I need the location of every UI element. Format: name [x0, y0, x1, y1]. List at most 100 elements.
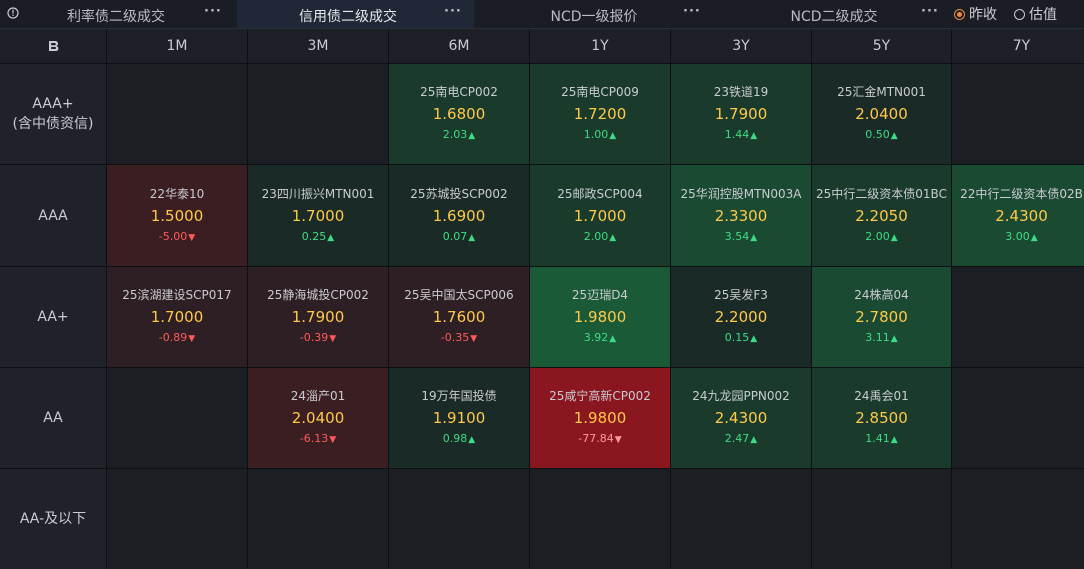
radio-label: 昨收 — [969, 7, 997, 23]
bond-change-value: 0.50 — [865, 128, 890, 141]
tab-ncd-secondary[interactable]: NCD二级成交 ··· — [714, 0, 949, 28]
bond-name: 24株高04 — [854, 288, 909, 302]
bond-yield: 2.2000 — [714, 308, 768, 326]
bond-cell[interactable]: 25吴发F3 2.2000 0.15▲ — [671, 267, 811, 367]
bond-cell[interactable]: 25南电CP002 1.6800 2.03▲ — [389, 64, 529, 164]
bond-name: 25滨湖建设SCP017 — [122, 288, 232, 302]
down-triangle-icon: ▼ — [329, 334, 337, 344]
more-dots-icon[interactable]: ··· — [921, 4, 939, 19]
tab-credit-bond-secondary[interactable]: 信用债二级成交 ··· — [237, 0, 474, 28]
bond-name: 25南电CP002 — [420, 85, 498, 99]
bond-change-value: 3.11 — [865, 331, 890, 344]
empty-cell — [107, 368, 247, 468]
tab-ncd-primary-quote[interactable]: NCD一级报价 ··· — [476, 0, 712, 28]
up-triangle-icon: ▲ — [890, 435, 898, 445]
bond-change: -0.35▼ — [441, 330, 477, 347]
bond-yield: 1.7600 — [432, 308, 486, 326]
bond-change-value: -0.39 — [299, 331, 329, 344]
bond-yield: 2.8500 — [855, 409, 908, 427]
bond-cell[interactable]: 24禹会01 2.8500 1.41▲ — [812, 368, 951, 468]
bond-cell[interactable]: 22华泰10 1.5000 -5.00▼ — [107, 165, 247, 266]
bond-change-value: 3.92 — [583, 331, 609, 344]
empty-cell — [952, 469, 1084, 569]
tab-label: NCD二级成交 — [790, 9, 878, 25]
bond-cell[interactable]: 25静海城投CP002 1.7900 -0.39▼ — [248, 267, 388, 367]
bond-name: 25中行二级资本债01BC — [816, 186, 947, 201]
column-header-1y[interactable]: 1Y — [530, 29, 670, 63]
bond-cell[interactable]: 25南电CP009 1.7200 1.00▲ — [530, 64, 670, 164]
empty-cell — [248, 469, 388, 569]
bond-cell[interactable]: 25迈瑞D4 1.9800 3.92▲ — [530, 267, 670, 367]
radio-valuation[interactable]: 估值 — [1014, 0, 1057, 28]
bond-name: 25苏城投SCP002 — [410, 186, 508, 201]
more-dots-icon[interactable]: ··· — [204, 4, 222, 19]
radio-prev-close[interactable]: 昨收 — [954, 0, 997, 28]
bond-cell[interactable]: 19万年国投债 1.9100 0.98▲ — [389, 368, 529, 468]
column-header-1m[interactable]: 1M — [107, 29, 247, 63]
tab-label: 信用债二级成交 — [299, 9, 397, 25]
column-header-7y[interactable]: 7Y — [952, 29, 1084, 63]
bond-change: 2.03▲ — [443, 127, 475, 144]
bond-yield: 1.9100 — [432, 409, 486, 427]
bond-name: 25吴中国太SCP006 — [404, 288, 514, 302]
up-triangle-icon: ▲ — [750, 232, 758, 243]
bond-cell[interactable]: 25咸宁高新CP002 1.9800 -77.84▼ — [530, 368, 670, 468]
bond-yield: 2.4300 — [714, 409, 768, 427]
bond-yield: 1.7900 — [291, 308, 345, 326]
bond-yield: 1.6900 — [432, 206, 486, 225]
bond-yield: 2.0400 — [291, 409, 345, 427]
bond-change: 0.25▲ — [302, 229, 334, 246]
column-header-5y[interactable]: 5Y — [812, 29, 951, 63]
radio-label: 估值 — [1029, 7, 1057, 23]
bond-cell[interactable]: 24九龙园PPN002 2.4300 2.47▲ — [671, 368, 811, 468]
bond-change: 0.98▲ — [443, 431, 475, 448]
bond-cell[interactable]: 25华润控股MTN003A 2.3300 3.54▲ — [671, 165, 811, 266]
down-triangle-icon: ▼ — [188, 232, 196, 243]
up-triangle-icon: ▲ — [468, 131, 476, 141]
bond-cell[interactable]: 23铁道19 1.7900 1.44▲ — [671, 64, 811, 164]
bond-name: 25吴发F3 — [714, 288, 768, 302]
bond-yield: 1.7000 — [150, 308, 204, 326]
bond-cell[interactable]: 25中行二级资本债01BC 2.2050 2.00▲ — [812, 165, 951, 266]
up-triangle-icon: ▲ — [750, 131, 758, 141]
more-dots-icon[interactable]: ··· — [683, 4, 701, 19]
up-triangle-icon: ▲ — [327, 232, 335, 243]
bond-cell[interactable]: 24株高04 2.7800 3.11▲ — [812, 267, 951, 367]
bond-change: 3.00▲ — [1005, 229, 1037, 246]
bond-cell[interactable]: 24淄产01 2.0400 -6.13▼ — [248, 368, 388, 468]
bond-change: -77.84▼ — [578, 431, 621, 448]
column-header-3y[interactable]: 3Y — [671, 29, 811, 63]
bond-change: 0.15▲ — [725, 330, 757, 347]
bond-name: 25邮政SCP004 — [557, 186, 643, 201]
bond-yield: 2.0400 — [855, 105, 908, 123]
up-triangle-icon: ▲ — [468, 232, 476, 243]
row-label: AAA — [0, 165, 106, 266]
more-dots-icon[interactable]: ··· — [444, 4, 462, 19]
info-circle-icon[interactable] — [6, 6, 20, 20]
bond-yield: 2.7800 — [855, 308, 908, 326]
up-triangle-icon: ▲ — [890, 334, 898, 344]
row-label-line: AA — [43, 410, 63, 426]
bond-name: 22华泰10 — [149, 186, 205, 201]
bond-yield: 1.9800 — [573, 409, 627, 427]
bond-cell[interactable]: 23四川振兴MTN001 1.7000 0.25▲ — [248, 165, 388, 266]
radio-checked-icon[interactable] — [954, 8, 965, 20]
bond-cell[interactable]: 25吴中国太SCP006 1.7600 -0.35▼ — [389, 267, 529, 367]
bond-cell[interactable]: 25滨湖建设SCP017 1.7000 -0.89▼ — [107, 267, 247, 367]
bond-cell[interactable]: 22中行二级资本债02B 2.4300 3.00▲ — [952, 165, 1084, 266]
bond-change: -0.39▼ — [300, 330, 336, 347]
column-header-3m[interactable]: 3M — [248, 29, 388, 63]
bond-change-value: -0.35 — [440, 331, 470, 344]
bond-change-value: -0.89 — [158, 331, 188, 344]
bond-change-value: 0.25 — [301, 229, 327, 243]
bond-cell[interactable]: 25邮政SCP004 1.7000 2.00▲ — [530, 165, 670, 266]
bond-name: 23四川振兴MTN001 — [261, 186, 375, 201]
bond-cell[interactable]: 25汇金MTN001 2.0400 0.50▲ — [812, 64, 951, 164]
bond-change: 1.00▲ — [584, 127, 616, 144]
empty-cell — [107, 64, 247, 164]
radio-unchecked-icon[interactable] — [1014, 8, 1025, 20]
bond-yield: 1.7000 — [291, 206, 345, 225]
bond-cell[interactable]: 25苏城投SCP002 1.6900 0.07▲ — [389, 165, 529, 266]
tab-rate-bond-secondary[interactable]: 利率债二级成交 ··· — [28, 0, 234, 28]
column-header-6m[interactable]: 6M — [389, 29, 529, 63]
